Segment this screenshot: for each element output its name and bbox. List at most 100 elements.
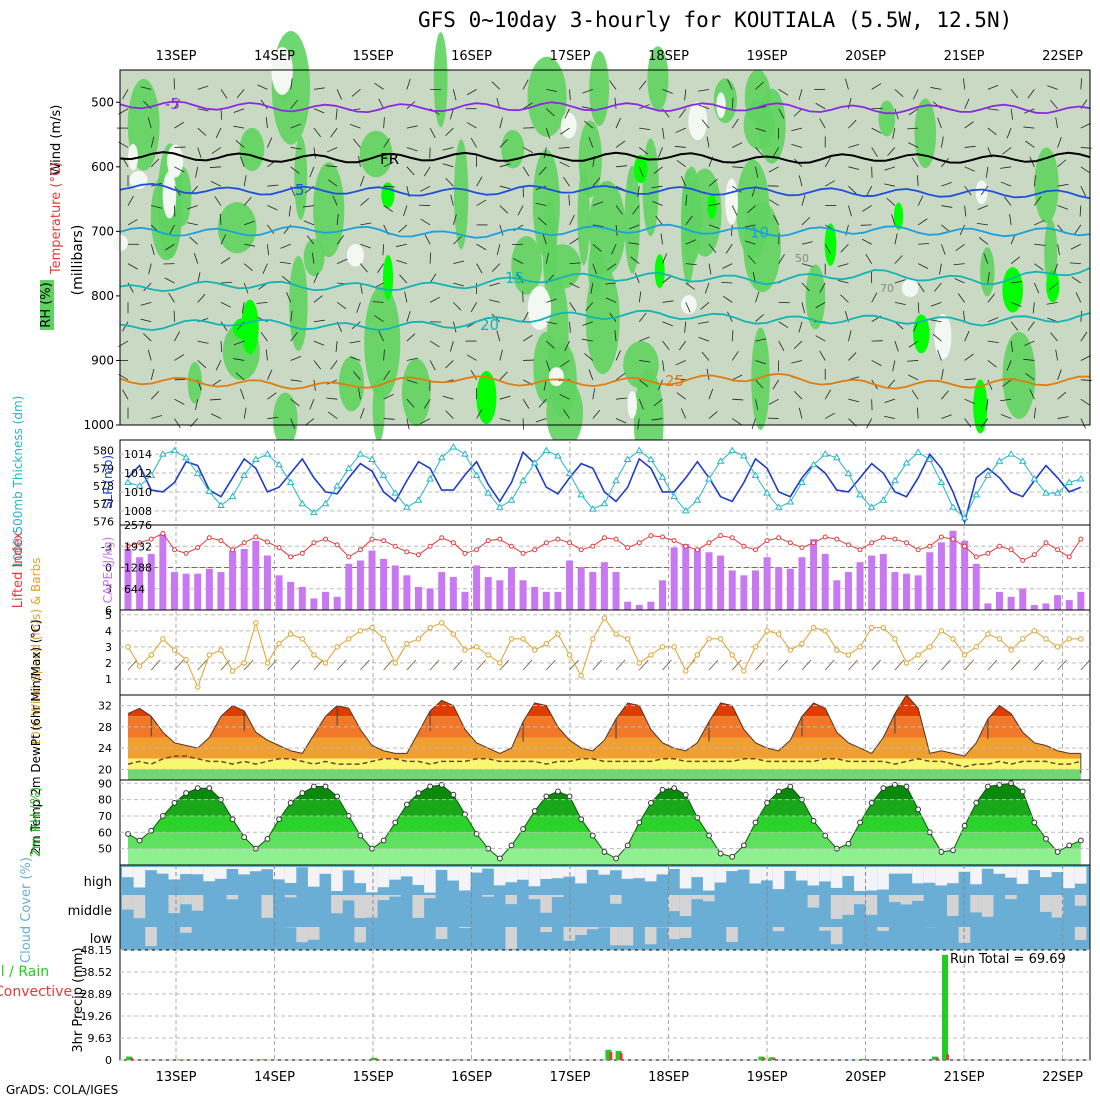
wind-barb: [685, 263, 697, 266]
rh-region: [743, 99, 775, 150]
precip-bar: [370, 1057, 377, 1060]
wind-barb: [453, 236, 462, 245]
wind-barb: [639, 147, 649, 155]
lifted-index-point: [148, 536, 154, 542]
rh-point: [915, 806, 922, 813]
thickness-point: [344, 464, 353, 471]
high-cloud-cell: [284, 867, 297, 883]
thickness-point: [937, 478, 946, 485]
cape-bar: [566, 560, 574, 610]
wind-barb: [445, 410, 454, 419]
thickness-point: [240, 471, 249, 478]
wind-barb: [819, 118, 826, 129]
thickness-tick: 577: [93, 498, 114, 511]
middle-cloud-cell: [981, 895, 994, 917]
wind-barb: [985, 399, 989, 411]
wind-barb: [985, 166, 989, 178]
wind-barb: [496, 330, 501, 342]
wind-barb: [279, 261, 291, 265]
wind-barb: [1075, 292, 1082, 303]
wind-barb: [429, 296, 441, 303]
wind-barb: [1055, 117, 1058, 129]
wind-barb: [406, 379, 418, 384]
high-cloud-cell: [888, 867, 901, 874]
wind-barb: [747, 205, 756, 214]
wind-barb: [356, 302, 361, 313]
lifted-index-point: [660, 534, 666, 540]
cape-bar: [879, 553, 887, 610]
wind-barb: [660, 233, 663, 245]
wind-barb: [698, 336, 710, 342]
wind-barb: [164, 277, 175, 284]
wind-speed-point: [264, 660, 271, 666]
thickness-point: [612, 476, 620, 484]
high-cloud-cell: [923, 867, 936, 883]
wind-barb: [964, 121, 974, 129]
wind-barb: [801, 194, 806, 206]
thickness-point: [867, 503, 876, 510]
thickness-point: [798, 478, 806, 485]
wind-barb: [772, 147, 780, 157]
wind-barb: [1027, 321, 1035, 331]
wind-barb: [908, 108, 919, 116]
wind-barb: [987, 360, 997, 368]
wind-barb: [449, 108, 454, 120]
temp-tick: 24: [98, 742, 112, 755]
convective-bar: [130, 1057, 133, 1060]
low-cloud-cell: [830, 927, 843, 945]
wind-barb: [884, 183, 896, 187]
wind-barb: [383, 349, 385, 361]
wind-barb: [197, 85, 209, 90]
rh-region-wet: [633, 154, 648, 184]
wind-barb: [499, 371, 508, 381]
thickness-point: [147, 471, 156, 478]
temp-tick: 20: [98, 763, 112, 776]
wind-barb: [445, 127, 454, 137]
cape-bar: [868, 555, 876, 610]
wind-barb: [453, 282, 465, 287]
rh-point: [520, 826, 526, 832]
precip-bar: [870, 1059, 877, 1060]
isotherm-label: -5: [165, 95, 180, 113]
rh-point: [810, 817, 817, 824]
wind-barb: [866, 185, 873, 197]
precip-tick: 48.15: [81, 944, 113, 957]
high-cloud-cell: [342, 867, 355, 871]
middle-cloud-cell: [331, 895, 343, 914]
legend-total-rain: Total / Rain: [0, 964, 49, 980]
lifted-index-point: [392, 543, 398, 549]
lifted-index-point: [578, 547, 584, 553]
wind-barb-10m: [499, 659, 510, 671]
wind-barb: [662, 275, 672, 284]
wind-barb: [564, 108, 570, 119]
wind-barb: [662, 360, 665, 372]
lifted-index-point: [357, 547, 363, 553]
thickness-point: [449, 443, 458, 450]
wind-barb-10m: [638, 659, 649, 671]
wind-speed-point: [578, 673, 584, 679]
wind-barb: [592, 201, 604, 206]
date-label-top: 22SEP: [1042, 49, 1083, 64]
wind-barb: [801, 302, 806, 314]
rh-point: [706, 832, 712, 839]
wind-barb: [941, 390, 949, 400]
lifted-index-point: [590, 543, 596, 549]
wind-barb: [195, 399, 199, 411]
wind-barb: [489, 299, 500, 303]
thickness-tick: 578: [93, 480, 114, 493]
wind-barb: [755, 399, 759, 411]
wind-barb: [605, 282, 617, 285]
wind-barb: [798, 321, 803, 333]
wind-barb: [987, 84, 999, 90]
high-cloud-cell: [633, 867, 645, 879]
wind-speed-point: [729, 652, 735, 658]
rh-region-wet: [707, 193, 717, 219]
lifted-index-point: [346, 554, 352, 560]
lifted-index-point: [613, 536, 619, 542]
wind-speed-point: [1066, 636, 1072, 642]
wind-barb: [824, 389, 832, 400]
slp-tick: 1008: [124, 505, 152, 518]
wind-barb: [1025, 373, 1035, 381]
low-cloud-cell: [180, 927, 192, 933]
